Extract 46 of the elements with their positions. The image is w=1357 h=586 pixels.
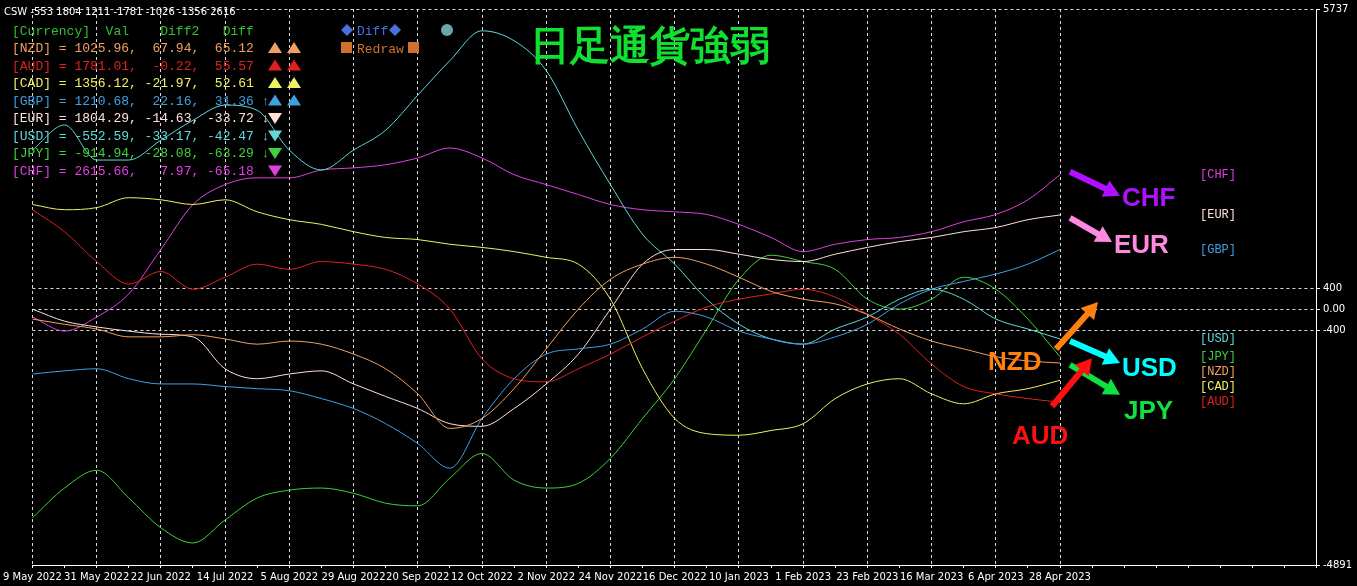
x-tick-label: 6 Apr 2023 <box>968 570 1024 582</box>
text: [CHF] <box>1200 167 1237 182</box>
annotation: CSW -553 1804 1211 -1781 -1026 -1356 2616 <box>4 6 236 17</box>
y-tick-label: 5737 <box>1322 2 1349 14</box>
x-tick-label: 14 Jul 2022 <box>196 570 254 582</box>
annotation: [AUD] = 1781.01, -0.22, 55.57 <box>12 58 254 74</box>
text: [USD] <box>1200 332 1237 347</box>
y-tick-label: -4891 <box>1322 558 1352 570</box>
x-tick-label: 1 Feb 2023 <box>775 570 832 582</box>
annotation: Diff <box>357 24 389 39</box>
text: [EUR] <box>1200 208 1237 223</box>
annotation: AUD <box>1012 420 1069 451</box>
x-tick-label: 16 Mar 2023 <box>899 570 964 582</box>
text: [NZD] <box>1200 364 1237 379</box>
x-tick-label: 22 Jun 2022 <box>130 570 191 582</box>
text: [GBP] <box>1200 242 1237 257</box>
x-tick-label: 9 May 2022 <box>3 570 62 582</box>
annotation: [CHF] = 2615.66, 7.97, -65.18 <box>12 163 254 179</box>
annotation: Redraw <box>357 42 404 57</box>
x-tick-label: 16 Dec 2022 <box>642 570 707 582</box>
x-tick-label: 24 Nov 2022 <box>578 570 643 582</box>
annotation: [NZD] = 1025.96, 67.94, 65.12 <box>12 41 254 56</box>
x-tick-label: 10 Jan 2023 <box>708 570 769 582</box>
annotation: EUR <box>1114 229 1169 260</box>
annotation: [Currency] Val Diff2 Diff <box>12 24 254 39</box>
text: [JPY] <box>1200 349 1237 364</box>
chart-title: 日足通貨強弱 <box>529 21 771 70</box>
y-tick-label: 400 <box>1322 281 1343 293</box>
x-tick-label: 2 Nov 2022 <box>517 570 576 582</box>
x-tick-label: 5 Aug 2022 <box>260 570 319 582</box>
x-tick-label: 29 Aug 2022 <box>321 570 386 582</box>
annotation: [GBP] = 1210.68, 22.16, 31.36 ↑ <box>12 93 270 109</box>
x-tick-label: 31 May 2022 <box>64 570 130 582</box>
annotation: JPY <box>1124 395 1174 426</box>
y-tick-label: -400 <box>1322 323 1346 335</box>
y-tick-label: 0.00 <box>1322 302 1346 314</box>
text: [AUD] <box>1200 395 1237 410</box>
x-tick-label: 23 Feb 2023 <box>836 570 899 582</box>
x-tick-label: 20 Sep 2022 <box>386 570 450 582</box>
x-tick-label: 28 Apr 2023 <box>1029 570 1091 582</box>
text: [CAD] <box>1200 379 1237 394</box>
x-tick-label: 12 Oct 2022 <box>451 570 513 582</box>
annotation: USD <box>1122 352 1177 383</box>
annotation: [EUR] = 1804.29, -14.63, -33.72 ↓ <box>12 111 270 126</box>
annotation: CHF <box>1122 182 1176 213</box>
annotation: [CAD] = 1356.12, -21.97, 52.61 <box>12 76 254 91</box>
